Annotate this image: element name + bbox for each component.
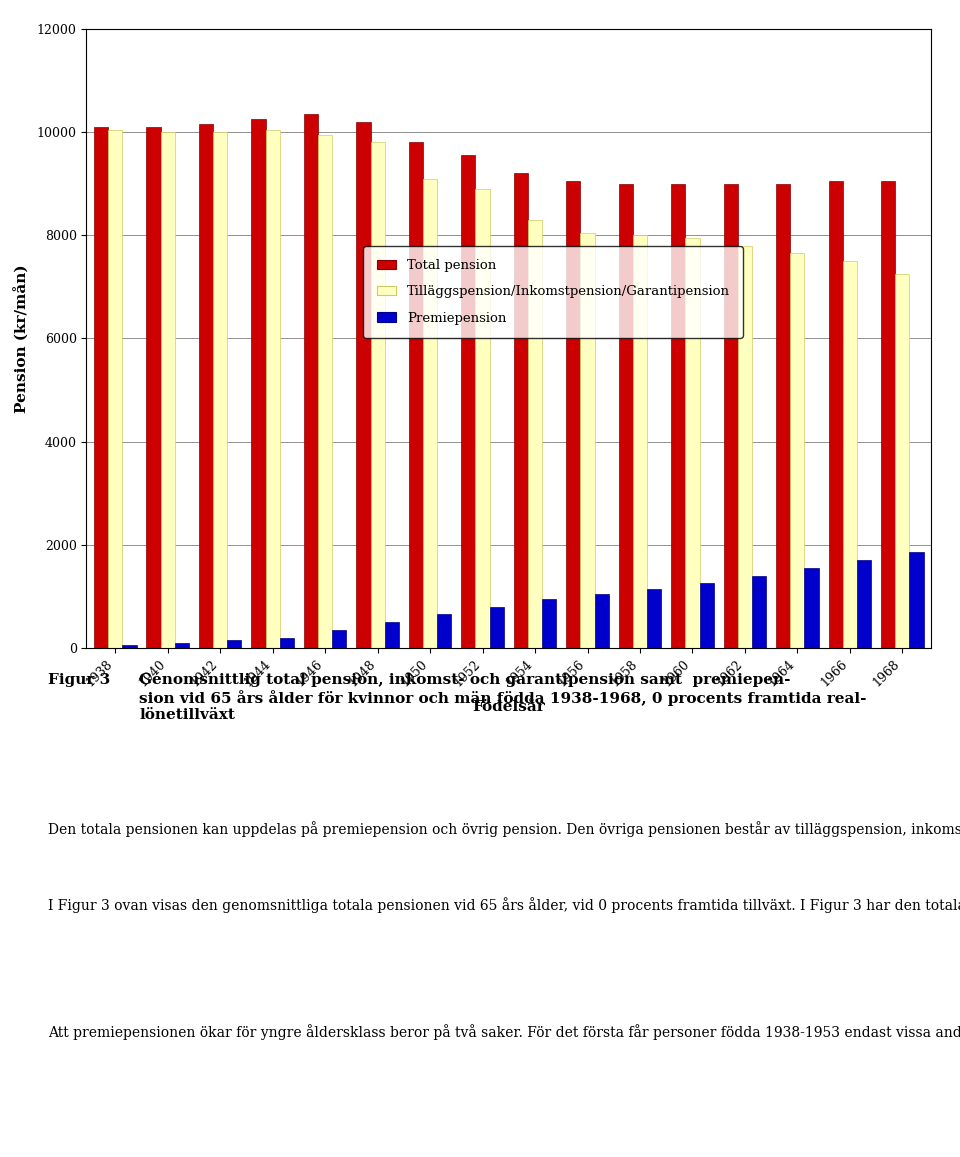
Bar	[199, 124, 213, 648]
Bar	[594, 594, 609, 648]
Bar	[738, 245, 752, 648]
Bar	[160, 132, 175, 648]
Bar	[724, 184, 738, 648]
Bar	[881, 182, 896, 648]
Bar	[122, 646, 136, 648]
Bar	[896, 274, 909, 648]
Bar	[318, 134, 332, 648]
Bar	[279, 638, 294, 648]
Bar	[804, 568, 819, 648]
Bar	[228, 640, 242, 648]
Bar	[909, 553, 924, 648]
Bar	[371, 142, 385, 648]
Bar	[828, 182, 843, 648]
Bar	[462, 155, 475, 648]
Bar	[700, 583, 713, 648]
Bar	[94, 127, 108, 648]
Bar	[409, 142, 423, 648]
Bar	[542, 599, 556, 648]
Bar	[252, 119, 266, 648]
Bar	[776, 184, 790, 648]
Bar	[266, 130, 279, 648]
Bar	[175, 643, 189, 648]
Bar	[514, 174, 528, 648]
Bar	[790, 253, 804, 648]
Bar	[843, 261, 857, 648]
Bar	[619, 184, 633, 648]
Y-axis label: Pension (kr/mån): Pension (kr/mån)	[14, 264, 30, 413]
Bar	[581, 233, 594, 648]
Text: I Figur 3 ovan visas den genomsnittliga totala pensionen vid 65 års ålder, vid 0: I Figur 3 ovan visas den genomsnittliga …	[48, 897, 960, 913]
Bar	[356, 121, 371, 648]
Bar	[647, 589, 661, 648]
Bar	[423, 178, 437, 648]
Text: Genomsnittlig total pension, inkomst- och garantipension samt  premiepen-
sion v: Genomsnittlig total pension, inkomst- oc…	[139, 673, 867, 722]
Text: Figur 3: Figur 3	[48, 673, 110, 687]
Bar	[304, 115, 318, 648]
Bar	[566, 182, 581, 648]
Text: Den totala pensionen kan uppdelas på premiepension och övrig pension. Den övriga: Den totala pensionen kan uppdelas på pre…	[48, 821, 960, 838]
Legend: Total pension, Tilläggspension/Inkomstpension/Garantipension, Premiepension: Total pension, Tilläggspension/Inkomstpe…	[363, 246, 743, 338]
Bar	[108, 130, 122, 648]
Bar	[685, 238, 700, 648]
Bar	[213, 132, 228, 648]
Text: Att premiepensionen ökar för yngre åldersklass beror på två saker. För det först: Att premiepensionen ökar för yngre ålder…	[48, 1024, 960, 1040]
Bar	[528, 220, 542, 648]
X-axis label: Födelsår: Födelsår	[472, 700, 545, 715]
Bar	[332, 629, 347, 648]
Bar	[437, 614, 451, 648]
Bar	[671, 184, 685, 648]
Bar	[475, 189, 490, 648]
Bar	[633, 235, 647, 648]
Bar	[147, 127, 160, 648]
Bar	[385, 622, 398, 648]
Bar	[857, 560, 871, 648]
Bar	[752, 576, 766, 648]
Bar	[490, 606, 504, 648]
